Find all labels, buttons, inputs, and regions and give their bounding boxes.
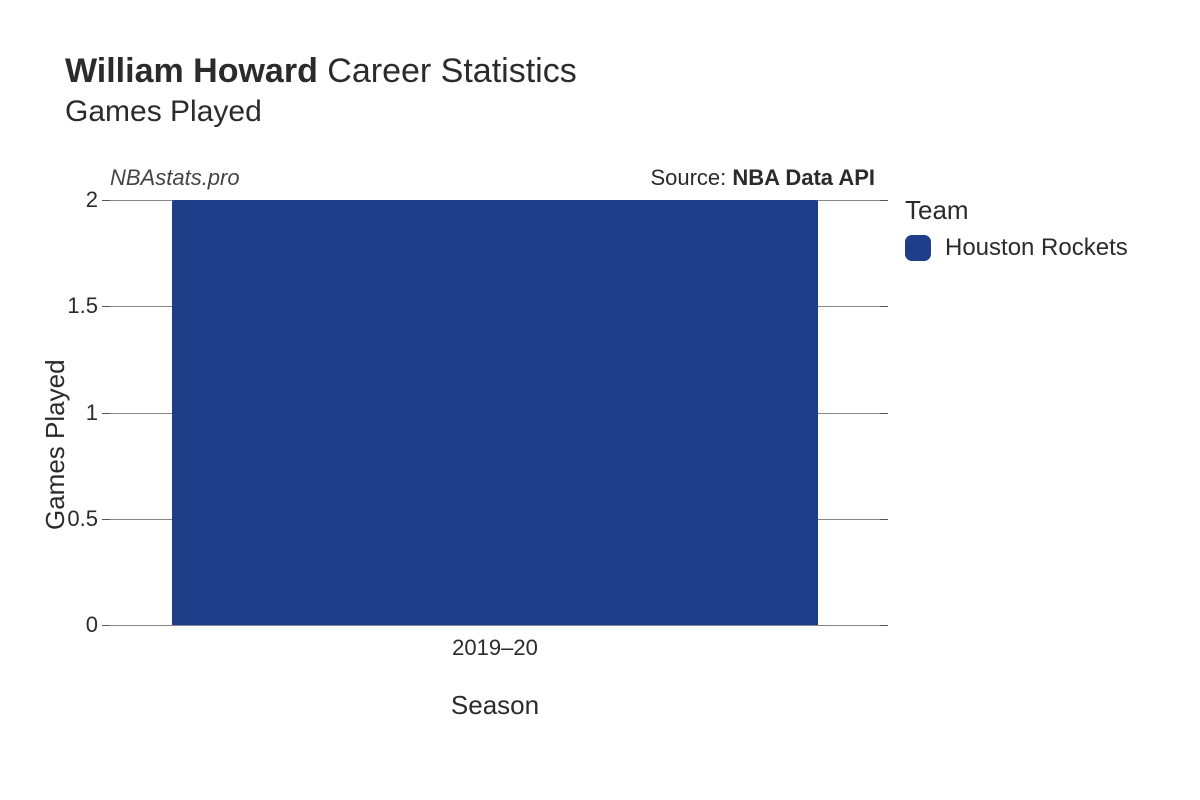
title-suffix: Career Statistics bbox=[318, 52, 577, 90]
legend-title: Team bbox=[905, 195, 1128, 226]
y-tick-mark bbox=[102, 413, 110, 414]
y-tick-label: 1.5 bbox=[38, 293, 98, 319]
x-tick-label: 2019–20 bbox=[452, 635, 538, 661]
chart-credits: NBAstats.pro Source: NBA Data API bbox=[110, 165, 875, 191]
y-tick-mark bbox=[880, 200, 888, 201]
y-tick-mark bbox=[880, 306, 888, 307]
legend-item: Houston Rockets bbox=[905, 234, 1128, 262]
chart-subtitle: Games Played bbox=[65, 95, 577, 129]
legend: Team Houston Rockets bbox=[905, 195, 1128, 262]
y-tick-mark bbox=[102, 306, 110, 307]
y-axis-label: Games Played bbox=[40, 359, 71, 530]
credit-source-name: NBA Data API bbox=[732, 165, 875, 190]
gridline bbox=[110, 625, 880, 626]
y-tick-mark bbox=[102, 519, 110, 520]
x-axis-label: Season bbox=[110, 690, 880, 721]
y-tick-mark bbox=[880, 519, 888, 520]
chart-container: William Howard Career Statistics Games P… bbox=[0, 0, 1200, 800]
y-tick-mark bbox=[102, 200, 110, 201]
plot-area: 00.511.522019–20 bbox=[110, 200, 880, 625]
y-tick-mark bbox=[880, 413, 888, 414]
legend-swatch bbox=[905, 235, 931, 261]
credit-source: Source: NBA Data API bbox=[650, 165, 875, 191]
y-tick-mark bbox=[880, 625, 888, 626]
y-tick-mark bbox=[102, 625, 110, 626]
title-player-name: William Howard bbox=[65, 52, 318, 90]
chart-title-line1: William Howard Career Statistics bbox=[65, 50, 577, 93]
y-tick-label: 0 bbox=[38, 612, 98, 638]
credit-site: NBAstats.pro bbox=[110, 165, 240, 191]
legend-item-label: Houston Rockets bbox=[945, 234, 1128, 262]
bar bbox=[172, 200, 819, 625]
y-tick-label: 2 bbox=[38, 187, 98, 213]
chart-titles: William Howard Career Statistics Games P… bbox=[65, 50, 577, 129]
credit-source-prefix: Source: bbox=[650, 165, 732, 190]
